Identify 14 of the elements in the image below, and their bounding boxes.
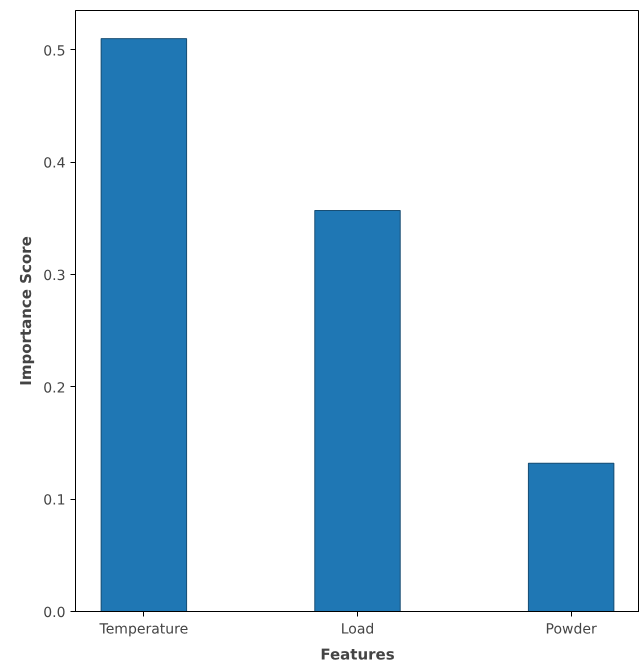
y-axis-title: Importance Score (17, 236, 36, 386)
x-tick-label: Powder (546, 622, 597, 638)
x-tick-label: Temperature (98, 622, 188, 638)
bar (528, 462, 614, 612)
y-tick-label: 0.5 (43, 43, 66, 60)
y-tick-label: 0.4 (43, 156, 66, 172)
x-axis-title: Features (320, 646, 395, 664)
x-tick-label: Load (340, 622, 374, 638)
y-tick-label: 0.2 (43, 380, 66, 396)
bar (314, 210, 401, 612)
bar (100, 38, 188, 612)
y-tick-label: 0.0 (43, 605, 66, 621)
y-tick-label: 0.3 (43, 268, 66, 284)
y-tick-label: 0.1 (43, 492, 66, 509)
